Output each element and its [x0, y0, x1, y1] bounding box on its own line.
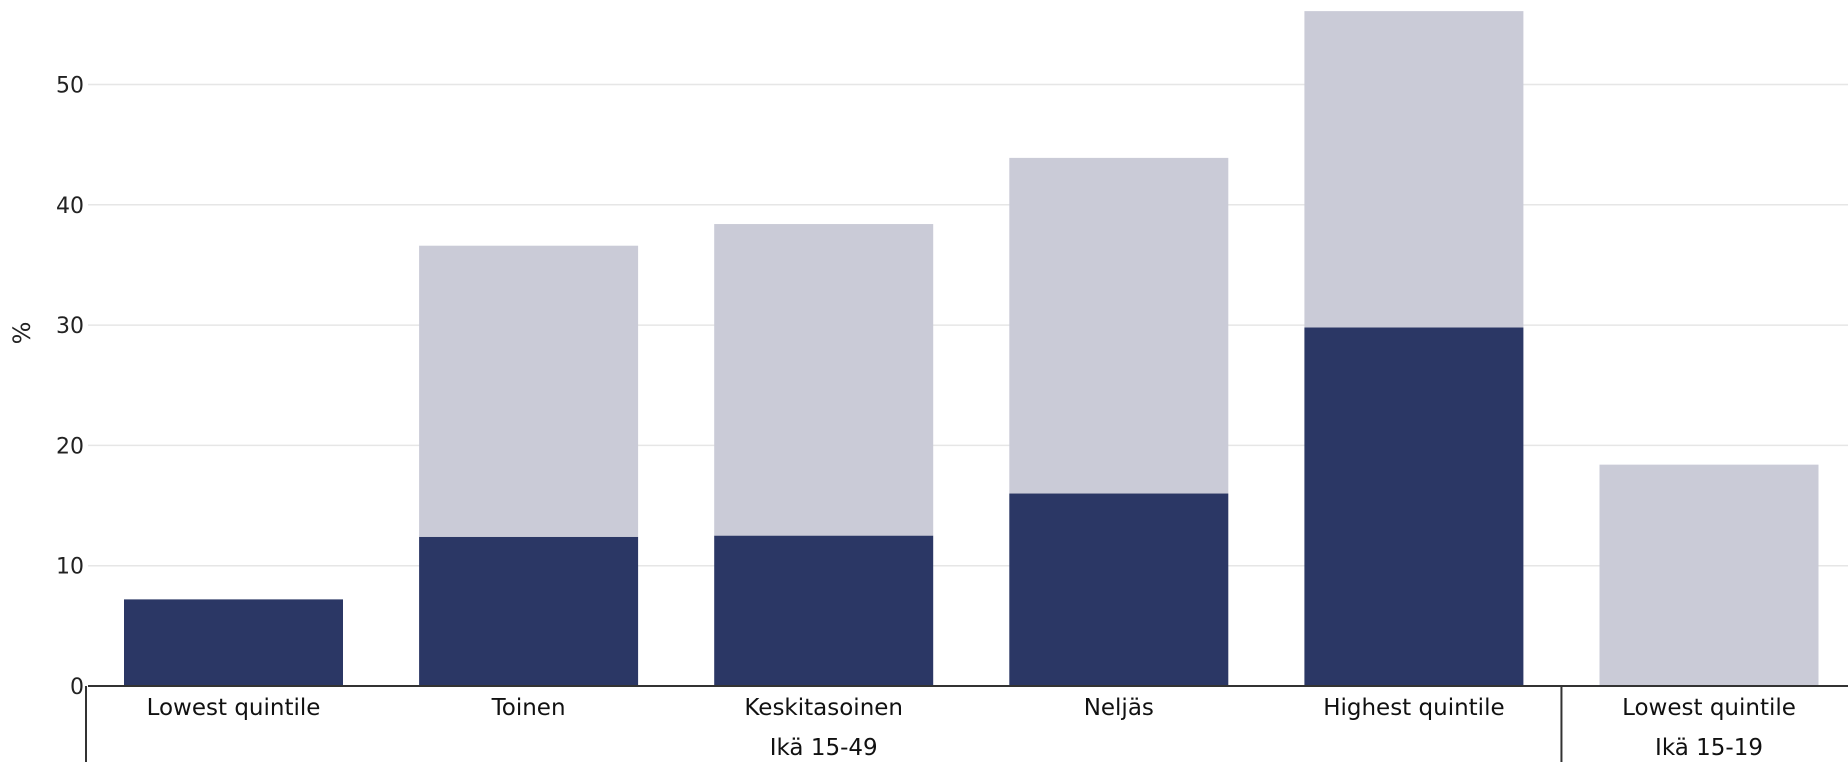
- x-tick-label: Neljäs: [1084, 695, 1154, 721]
- x-tick-label: Highest quintile: [1323, 695, 1504, 721]
- bar-segment: [419, 536, 639, 686]
- bar-segment: [1304, 11, 1524, 328]
- y-tick-label: 20: [56, 434, 84, 459]
- bar-segment: [419, 245, 639, 537]
- x-tick-label: Toinen: [491, 695, 566, 721]
- axes: [85, 685, 1848, 762]
- y-tick-label: 50: [56, 74, 84, 99]
- bar-segment: [1304, 327, 1524, 686]
- group-label: Ikä 15-49: [770, 735, 878, 761]
- x-group-labels: Ikä 15-49 Ikä 15-19: [770, 735, 1763, 761]
- bar-segment: [1009, 493, 1229, 686]
- y-tick-label: 10: [56, 555, 84, 580]
- x-tick-label: Lowest quintile: [147, 695, 321, 721]
- bar-segment: [714, 224, 934, 536]
- group-label: Ikä 15-19: [1655, 735, 1763, 761]
- y-tick-label: 40: [56, 194, 84, 219]
- x-tick-label: Keskitasoinen: [744, 695, 903, 721]
- bar-segment: [1599, 464, 1819, 686]
- y-tick-labels: 0 10 20 30 40 50: [56, 74, 84, 701]
- x-category-labels: Lowest quintile Toinen Keskitasoinen Neljäs…: [147, 695, 1796, 721]
- bar-segment: [124, 599, 343, 686]
- y-tick-label: 30: [56, 314, 84, 339]
- y-axis-title: %: [8, 322, 36, 345]
- bar-segment: [1009, 157, 1229, 494]
- y-tick-label: 0: [70, 675, 84, 700]
- gridlines: [88, 83, 1848, 567]
- bars: [124, 11, 1819, 686]
- x-tick-label: Lowest quintile: [1622, 695, 1796, 721]
- bar-segment: [714, 535, 934, 686]
